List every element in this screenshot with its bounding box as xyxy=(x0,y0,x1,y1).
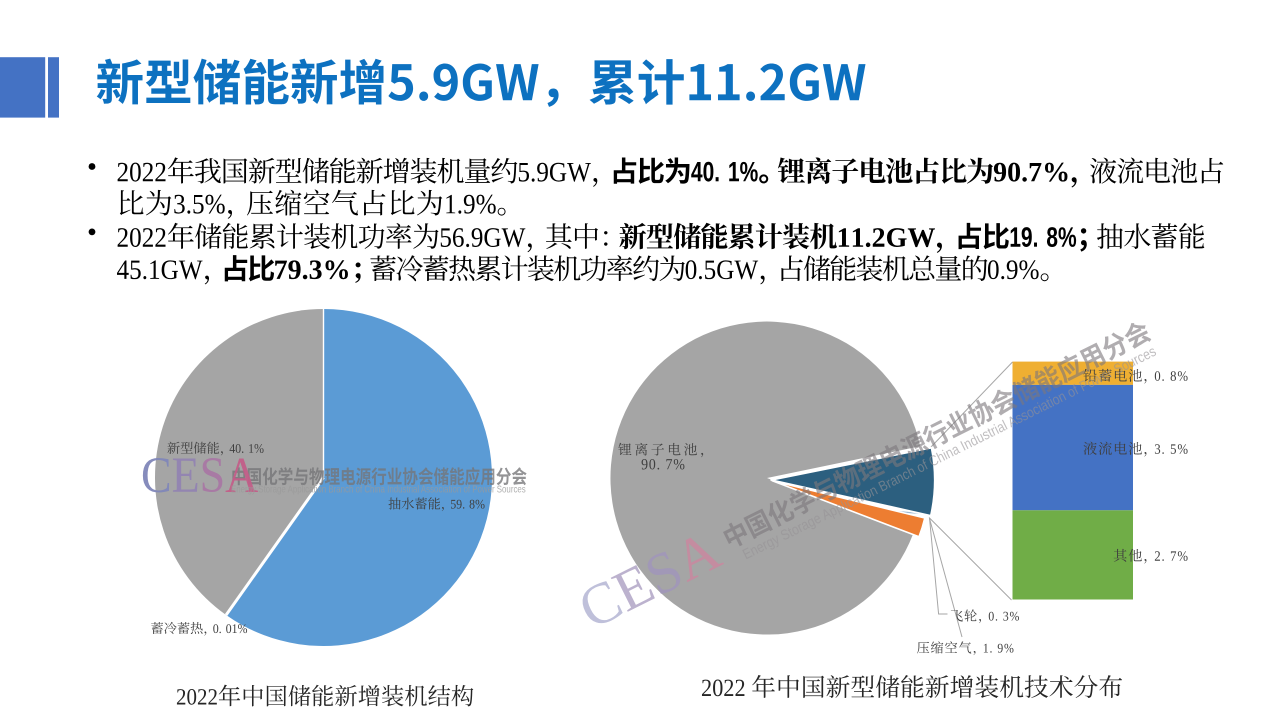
svg-text:CESA: CESA xyxy=(568,517,730,641)
svg-text:CESA: CESA xyxy=(141,448,258,504)
svg-text:Energy Storage Application Bra: Energy Storage Application Branch of Chi… xyxy=(231,484,526,495)
